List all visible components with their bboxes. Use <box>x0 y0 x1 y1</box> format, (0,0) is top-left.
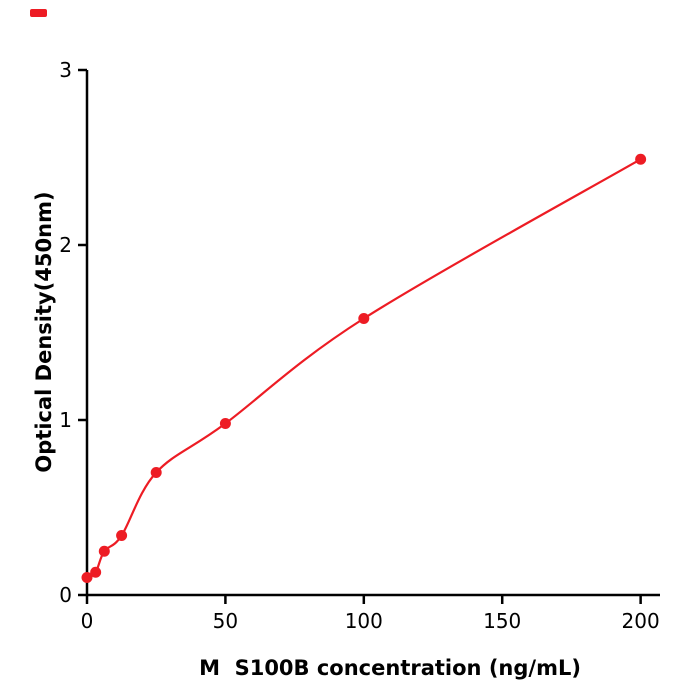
fit-curve <box>86 158 642 579</box>
data-point-marker <box>116 530 128 541</box>
y-tick-label: 0 <box>59 583 72 607</box>
corner-mark <box>30 9 47 17</box>
y-tick-label: 3 <box>59 58 72 82</box>
y-tick-label: 1 <box>59 408 72 432</box>
data-point-marker <box>635 153 647 165</box>
data-point-marker <box>90 566 102 578</box>
data-point-marker <box>98 545 110 557</box>
data-point-marker <box>358 313 370 324</box>
x-tick-label: 150 <box>483 609 521 633</box>
y-tick-label: 2 <box>59 233 72 257</box>
x-tick-label: 200 <box>622 609 660 633</box>
data-point-marker <box>81 572 93 583</box>
y-axis-label: Optical Density(450nm) <box>32 191 56 473</box>
x-axis-label: M S100B concentration (ng/mL) <box>199 656 581 680</box>
x-tick-label: 50 <box>213 609 238 633</box>
x-tick-label: 0 <box>81 609 94 633</box>
x-tick-label: 100 <box>345 609 383 633</box>
data-point-marker <box>219 418 231 429</box>
data-point-marker <box>150 467 162 478</box>
